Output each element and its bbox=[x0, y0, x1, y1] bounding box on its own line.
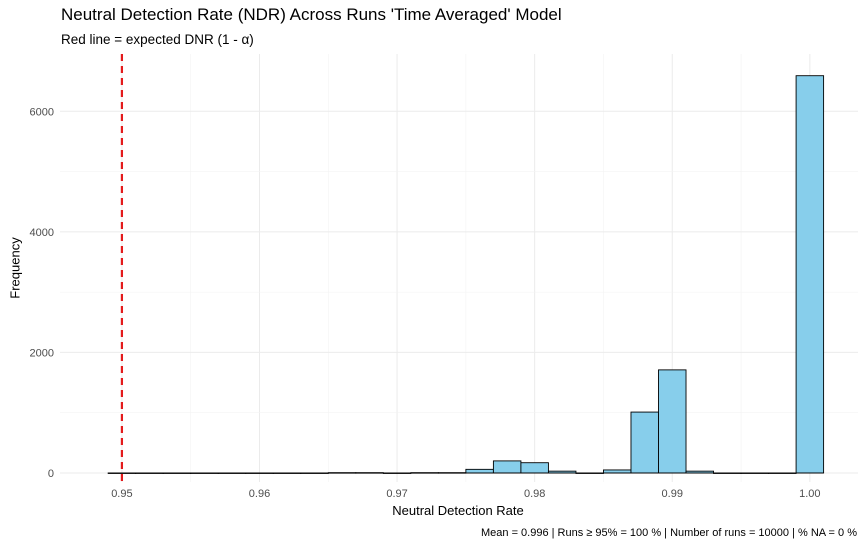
y-tick-label: 0 bbox=[48, 468, 54, 480]
histogram-bar bbox=[465, 468, 494, 474]
histogram-bar bbox=[547, 470, 577, 474]
chart-subtitle: Red line = expected DNR (1 - α) bbox=[61, 32, 254, 47]
histogram-bar bbox=[603, 469, 632, 474]
histogram-bar bbox=[685, 470, 714, 474]
histogram-bar bbox=[740, 472, 770, 474]
chart-title: Neutral Detection Rate (NDR) Across Runs… bbox=[61, 5, 562, 24]
x-tick-label: 0.96 bbox=[249, 488, 270, 500]
histogram-bar bbox=[327, 472, 357, 474]
histogram-bar bbox=[713, 472, 742, 474]
histogram-bar bbox=[768, 472, 797, 474]
histogram-bars bbox=[107, 75, 825, 474]
histogram-bar bbox=[217, 472, 247, 474]
y-axis-label: Frequency bbox=[7, 237, 23, 299]
histogram-bar bbox=[437, 472, 467, 474]
histogram-bar bbox=[382, 472, 412, 474]
x-axis-ticks: 0.95 0.96 0.97 0.98 0.99 1.00 bbox=[111, 488, 820, 500]
histogram-bar bbox=[520, 462, 549, 474]
histogram-bar bbox=[410, 472, 439, 474]
x-tick-label: 0.98 bbox=[524, 488, 545, 500]
histogram-bar bbox=[300, 472, 329, 474]
x-tick-label: 0.95 bbox=[111, 488, 132, 500]
y-tick-label: 4000 bbox=[30, 227, 54, 239]
histogram-bar bbox=[492, 460, 522, 474]
y-tick-label: 2000 bbox=[30, 347, 54, 359]
histogram-bar bbox=[355, 472, 384, 474]
x-tick-label: 0.99 bbox=[662, 488, 683, 500]
histogram-bar bbox=[630, 411, 659, 474]
histogram-bar bbox=[658, 369, 687, 474]
histogram-bar bbox=[272, 472, 302, 474]
y-axis-ticks: 0 2000 4000 6000 bbox=[30, 106, 54, 480]
grid-lines bbox=[60, 54, 858, 482]
histogram-bar bbox=[190, 472, 219, 474]
histogram-bar bbox=[575, 472, 604, 474]
chart-caption: Mean = 0.996 | Runs ≥ 95% = 100 % | Numb… bbox=[481, 527, 857, 539]
histogram-bar bbox=[245, 472, 274, 474]
y-tick-label: 6000 bbox=[30, 106, 54, 118]
x-axis-label: Neutral Detection Rate bbox=[392, 503, 524, 518]
histogram-bar bbox=[795, 75, 825, 474]
x-tick-label: 1.00 bbox=[799, 488, 820, 500]
histogram-bar bbox=[162, 472, 192, 474]
x-tick-label: 0.97 bbox=[386, 488, 407, 500]
histogram-bar bbox=[135, 472, 164, 474]
histogram-bar bbox=[107, 472, 137, 474]
